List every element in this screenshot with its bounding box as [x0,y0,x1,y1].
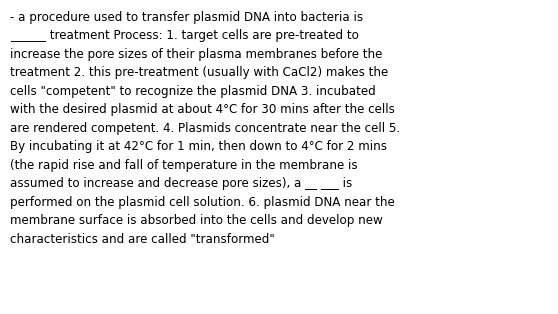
Text: - a procedure used to transfer plasmid DNA into bacteria is
______ treatment Pro: - a procedure used to transfer plasmid D… [10,11,400,246]
